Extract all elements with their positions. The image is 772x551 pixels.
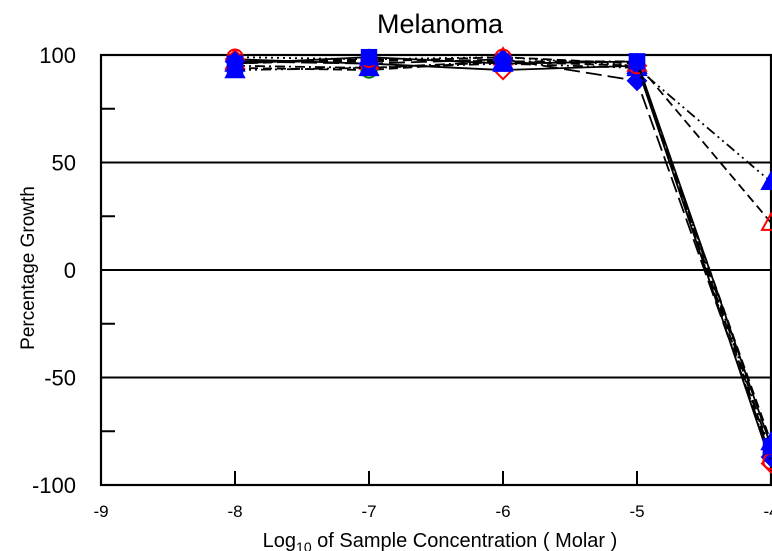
data-point-marker (760, 170, 772, 191)
data-point-marker (628, 53, 646, 70)
data-series (224, 46, 772, 474)
y-axis-label: Percentage Growth (18, 186, 39, 350)
series-line (234, 62, 772, 183)
x-tick-label: -6 (495, 502, 510, 521)
x-tick-label: -8 (227, 502, 242, 521)
series-3 (226, 53, 772, 461)
series-9 (226, 48, 772, 455)
series-line (234, 60, 772, 454)
series-line (234, 58, 772, 443)
series-line (234, 58, 772, 464)
series-line (234, 58, 772, 458)
chart-title: Melanoma (377, 9, 504, 39)
y-axis-ticks: 100 50 0 -50 -100 (32, 43, 115, 498)
x-axis-label-base: Log (263, 530, 296, 551)
x-axis-label: Log10 of Sample Concentration ( Molar ) (263, 530, 618, 551)
series-line (234, 60, 772, 456)
data-point-marker (760, 211, 772, 231)
x-axis-ticks: -9 -8 -7 -6 -5 -4 (93, 471, 772, 521)
series-line (234, 56, 772, 447)
x-tick-label: -9 (93, 502, 108, 521)
x-axis-label-subscript: 10 (296, 539, 312, 551)
y-tick-label: 100 (39, 43, 76, 68)
x-tick-label: -5 (629, 502, 644, 521)
series-line (235, 56, 772, 224)
x-tick-label: -4 (763, 502, 772, 521)
y-tick-label: 50 (52, 151, 76, 176)
series-line (234, 56, 772, 462)
data-point-marker (360, 48, 378, 66)
series-4 (226, 52, 772, 464)
y-tick-label: -50 (44, 366, 76, 391)
gridlines (101, 161, 771, 379)
data-point-marker (494, 55, 512, 72)
x-axis-label-rest: of Sample Concentration ( Molar ) (312, 530, 618, 551)
series-2 (224, 48, 772, 451)
y-tick-label: 0 (64, 258, 76, 283)
x-tick-label: -7 (361, 502, 376, 521)
y-tick-label: -100 (32, 473, 76, 498)
data-point-marker (762, 438, 772, 455)
data-point-marker (226, 55, 244, 72)
